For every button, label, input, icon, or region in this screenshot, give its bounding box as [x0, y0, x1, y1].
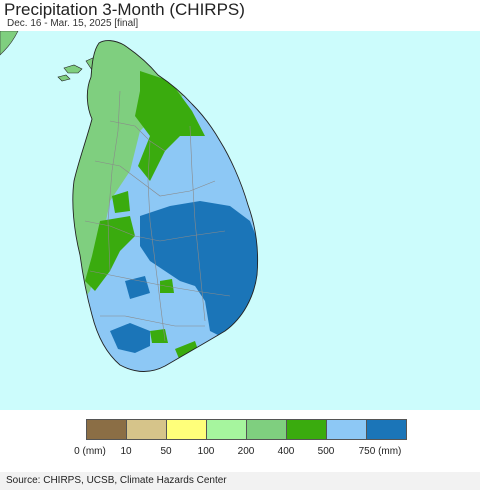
zone-400-500-patch-b: [150, 329, 168, 343]
precip-legend: [86, 419, 407, 440]
zone-400-500-patch: [160, 279, 174, 293]
zone-750-south: [110, 323, 150, 353]
map-svg: [0, 31, 480, 410]
legend-swatch-6: [287, 420, 327, 439]
map-title: Precipitation 3-Month (CHIRPS): [4, 0, 245, 19]
legend-swatch-4: [207, 420, 247, 439]
precip-zones: [72, 40, 258, 361]
legend-label-2: 10: [120, 446, 132, 457]
map-panel: [0, 31, 480, 410]
legend-label-7: 500: [317, 446, 335, 457]
india-coast: [0, 31, 19, 56]
source-credit: Source: CHIRPS, UCSB, Climate Hazards Ce…: [6, 475, 227, 486]
legend-swatch-1: [87, 420, 127, 439]
legend-label-6: 400: [277, 446, 295, 457]
legend-swatch-7: [327, 420, 367, 439]
legend-swatch-2: [127, 420, 167, 439]
legend-label-3: 50: [160, 446, 172, 457]
map-subtitle: Dec. 16 - Mar. 15, 2025 [final]: [7, 18, 139, 29]
legend-swatch-5: [247, 420, 287, 439]
legend-swatch-3: [167, 420, 207, 439]
zone-400-500-west-b: [112, 191, 130, 213]
coastline: [72, 40, 259, 372]
legend-label-1: 0 (mm): [74, 446, 106, 457]
legend-label-4: 100: [197, 446, 215, 457]
legend-swatch-8: [367, 420, 406, 439]
legend-label-5: 200: [237, 446, 255, 457]
legend-label-8: 750 (mm): [358, 446, 402, 457]
footer: Source: CHIRPS, UCSB, Climate Hazards Ce…: [0, 472, 480, 490]
zone-400-500-north: [135, 71, 205, 181]
legend-labels: 0 (mm) 10 50 100 200 400 500 750 (mm): [0, 446, 480, 460]
zone-750-east: [140, 201, 258, 336]
district-boundaries: [84, 90, 231, 342]
